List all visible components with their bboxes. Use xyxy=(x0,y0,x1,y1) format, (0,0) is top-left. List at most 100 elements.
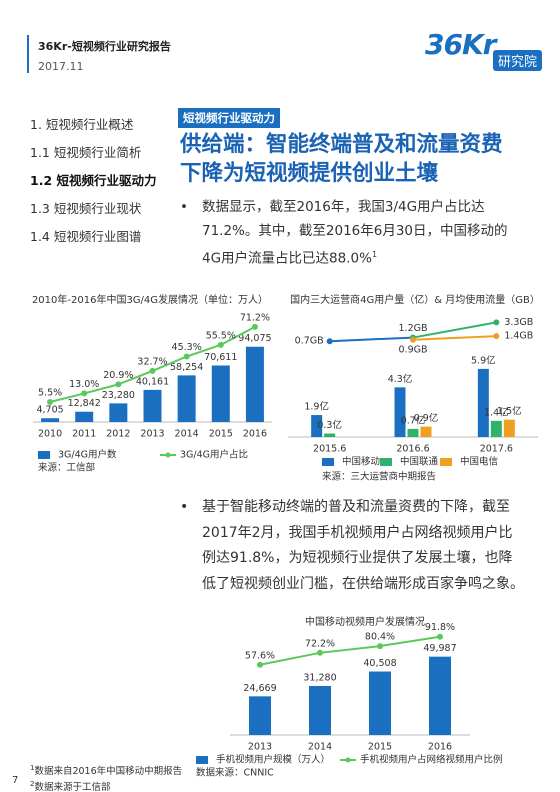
x-tick-label: 2017.6 xyxy=(480,444,513,455)
line-value-label: 45.3% xyxy=(172,342,202,353)
line-value-label: 55.5% xyxy=(206,330,236,341)
bar xyxy=(311,415,323,437)
bullet-body: 数据显示，截至2016年，我国3/4G用户占比达71.2%。其中，截至2016年… xyxy=(202,195,510,271)
chart-source: 来源：三大运营商中期报告 xyxy=(322,471,436,483)
footnote-mark: 2 xyxy=(30,780,35,789)
footnotes: 1数据来自2016年中国移动中期报告 2数据来源于工信部 xyxy=(30,762,182,792)
bullet-text: 数据显示，截至2016年，我国3/4G用户占比达71.2%。其中，截至2016年… xyxy=(202,199,508,267)
legend-label: 中国移动 xyxy=(342,456,380,468)
line-marker xyxy=(493,333,500,340)
logo-sub: 研究院 xyxy=(493,50,543,71)
legend-label: 手机视频用户占网络视频用户比例 xyxy=(360,754,503,766)
legend-label: 手机视频用户规模（万人） xyxy=(216,754,330,766)
legend-marker xyxy=(345,757,351,763)
bar xyxy=(249,696,271,735)
bar xyxy=(41,418,60,422)
page-title: 供给端：智能终端普及和流量资费下降为短视频提供创业土壤 xyxy=(180,132,503,186)
bar xyxy=(109,403,128,422)
x-tick-label: 2016.6 xyxy=(396,444,429,455)
footnote-text: 数据来自2016年中国移动中期报告 xyxy=(34,766,183,778)
legend-label: 中国联通 xyxy=(400,456,439,468)
bar-value-label: 31,280 xyxy=(303,672,336,683)
bar-value-label: 4.3亿 xyxy=(388,373,413,385)
line-value-label: 1.2GB xyxy=(399,323,428,334)
x-tick-label: 2013 xyxy=(248,742,272,753)
x-tick-label: 2014 xyxy=(175,429,199,440)
bar xyxy=(211,365,230,422)
line-marker xyxy=(410,336,416,343)
line-value-label: 5.5% xyxy=(38,388,62,399)
line-value-label: 3.3GB xyxy=(504,317,533,328)
line-marker xyxy=(115,381,122,388)
bar xyxy=(143,389,162,422)
line-marker xyxy=(47,399,54,405)
line-value-label: 32.7% xyxy=(137,356,167,367)
bar xyxy=(177,375,196,422)
bar xyxy=(429,656,451,735)
line xyxy=(329,336,414,343)
x-tick-label: 2016 xyxy=(243,429,267,440)
nav-item[interactable]: 1. 短视频行业概述 xyxy=(30,117,134,132)
nav-item[interactable]: 1.4 短视频行业图谱 xyxy=(30,229,142,244)
line-value-label: 57.6% xyxy=(245,650,275,661)
nav: 1. 短视频行业概述 1.1 短视频行业简析 1.2 短视频行业驱动力 1.3 短视频… xyxy=(30,114,157,254)
bar xyxy=(75,411,94,422)
line-marker xyxy=(377,643,383,650)
line-marker xyxy=(217,341,224,348)
legend-swatch xyxy=(440,458,452,466)
bar-value-label: 24,669 xyxy=(243,683,276,694)
logo-brand: 36Kr xyxy=(425,28,496,61)
footnote-text: 数据来源于工信部 xyxy=(34,782,111,792)
bar-value-label: 4,705 xyxy=(36,405,63,416)
legend-swatch xyxy=(380,458,392,466)
line-value-label: 91.8% xyxy=(425,622,455,633)
footnote-ref: 1 xyxy=(371,250,378,259)
chart-title: 2010年-2016年中国3G/4G发展情况（单位：万人） xyxy=(32,293,268,306)
x-tick-label: 2011 xyxy=(72,429,96,440)
bullet-text: 基于智能移动终端的普及和流量资费的下降，截至2017年2月，我国手机视频用户占网… xyxy=(202,499,524,592)
bar xyxy=(407,428,419,437)
legend-swatch xyxy=(196,756,208,764)
line-value-label: 20.9% xyxy=(103,370,133,381)
legend-swatch xyxy=(322,458,334,466)
legend-marker xyxy=(165,452,171,458)
line-marker xyxy=(149,367,156,374)
line-value-label: 0.7GB xyxy=(295,336,324,347)
bar xyxy=(369,671,391,735)
bar xyxy=(309,685,331,735)
chart-title: 国内三大运营商4G用户量（亿）& 月均使用流量（GB） xyxy=(290,293,540,306)
x-tick-label: 2014 xyxy=(308,742,332,753)
bullet: • 基于智能移动终端的普及和流量资费的下降，截至2017年2月，我国手机视频用户… xyxy=(180,495,525,597)
legend-label: 3G/4G用户数 xyxy=(58,449,117,461)
x-tick-label: 2015.6 xyxy=(313,444,346,455)
line xyxy=(259,635,441,666)
bar xyxy=(477,368,489,437)
bar-value-label: 5.9亿 xyxy=(471,354,496,366)
bar-value-label: 0.3亿 xyxy=(317,419,342,431)
bar-value-label: 70,611 xyxy=(204,352,237,363)
line-value-label: 13.0% xyxy=(69,379,99,390)
nav-item[interactable]: 1.2 短视频行业驱动力 xyxy=(30,173,157,188)
bar-value-label: 23,280 xyxy=(102,390,135,401)
line xyxy=(412,321,497,339)
header-title: 36Kr-短视频行业研究报告 xyxy=(38,40,171,53)
bar xyxy=(490,420,502,437)
line xyxy=(412,335,497,341)
line-marker xyxy=(81,390,88,397)
line-value-label: 72.2% xyxy=(305,638,335,649)
bullet: • 数据显示，截至2016年，我国3/4G用户占比达71.2%。其中，截至201… xyxy=(180,195,510,271)
bar-value-label: 0.7亿 xyxy=(401,414,426,426)
footnote: 2数据来源于工信部 xyxy=(30,778,182,792)
line-marker xyxy=(257,661,263,668)
x-tick-label: 2015 xyxy=(368,742,392,753)
nav-item[interactable]: 1.3 短视频行业现状 xyxy=(30,201,142,216)
legend-swatch xyxy=(38,451,50,459)
bar-value-label: 12,842 xyxy=(68,398,101,409)
bar-value-label: 94,075 xyxy=(238,333,271,344)
chart-source: 来源：工信部 xyxy=(38,462,95,474)
line-marker xyxy=(183,353,190,360)
chart-source: 数据来源：CNNIC xyxy=(196,767,274,779)
nav-item[interactable]: 1.1 短视频行业简析 xyxy=(30,145,142,160)
